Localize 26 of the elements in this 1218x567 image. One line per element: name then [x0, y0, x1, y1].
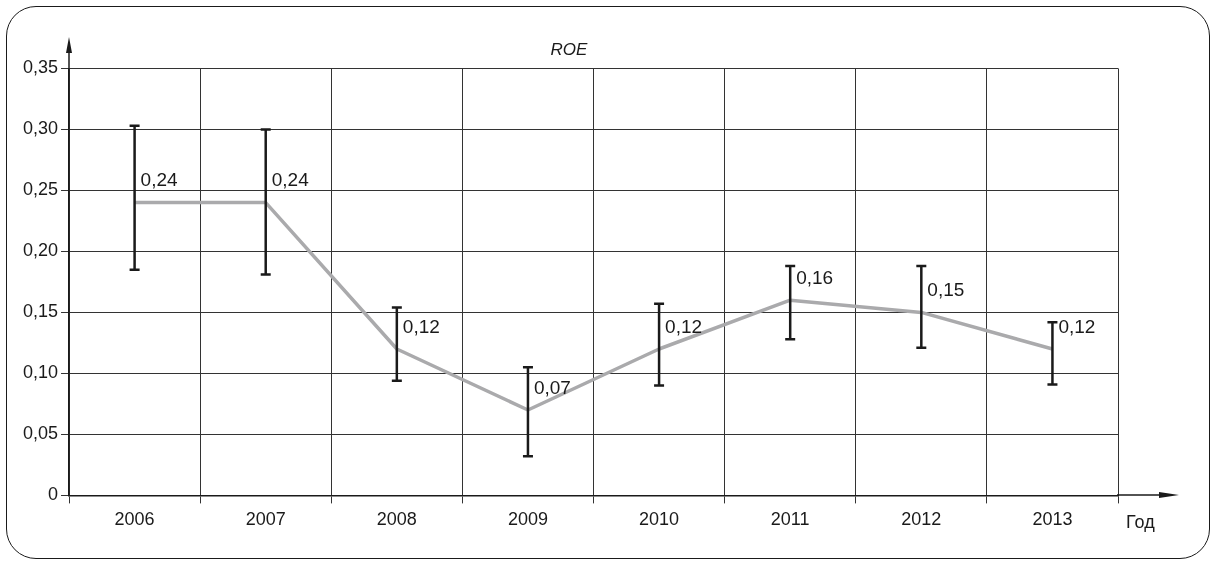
data-label: 0,12 [665, 315, 703, 337]
x-tick-label: 2011 [770, 509, 810, 530]
y-tick-label: 0,35 [22, 57, 59, 78]
data-label: 0,24 [271, 169, 310, 191]
x-tick-label: 2012 [901, 509, 942, 530]
x-tick-label: 2007 [245, 509, 286, 530]
data-label: 0,12 [1058, 315, 1096, 337]
x-tick-label: 2010 [639, 509, 680, 530]
y-tick-label: 0,15 [22, 301, 59, 322]
y-tick-label: 0,05 [22, 423, 59, 444]
y-tick-label: 0,20 [22, 240, 59, 261]
data-label: 0,16 [796, 266, 834, 288]
data-label: 0,15 [927, 279, 965, 301]
data-label: 0,07 [533, 376, 571, 398]
chart-title: ROE [550, 39, 589, 59]
x-tick-label: 2009 [507, 509, 548, 530]
x-axis-title: Год [1126, 512, 1156, 533]
x-tick-label: 2006 [114, 509, 155, 530]
y-tick-label: 0 [48, 484, 59, 505]
x-tick-label: 2008 [376, 509, 417, 530]
y-tick-label: 0,30 [22, 118, 59, 139]
data-label: 0,12 [402, 315, 440, 337]
x-tick-label: 2013 [1032, 509, 1073, 530]
y-tick-label: 0,10 [22, 362, 59, 383]
data-label: 0,24 [140, 169, 179, 191]
y-tick-label: 0,25 [22, 179, 59, 200]
